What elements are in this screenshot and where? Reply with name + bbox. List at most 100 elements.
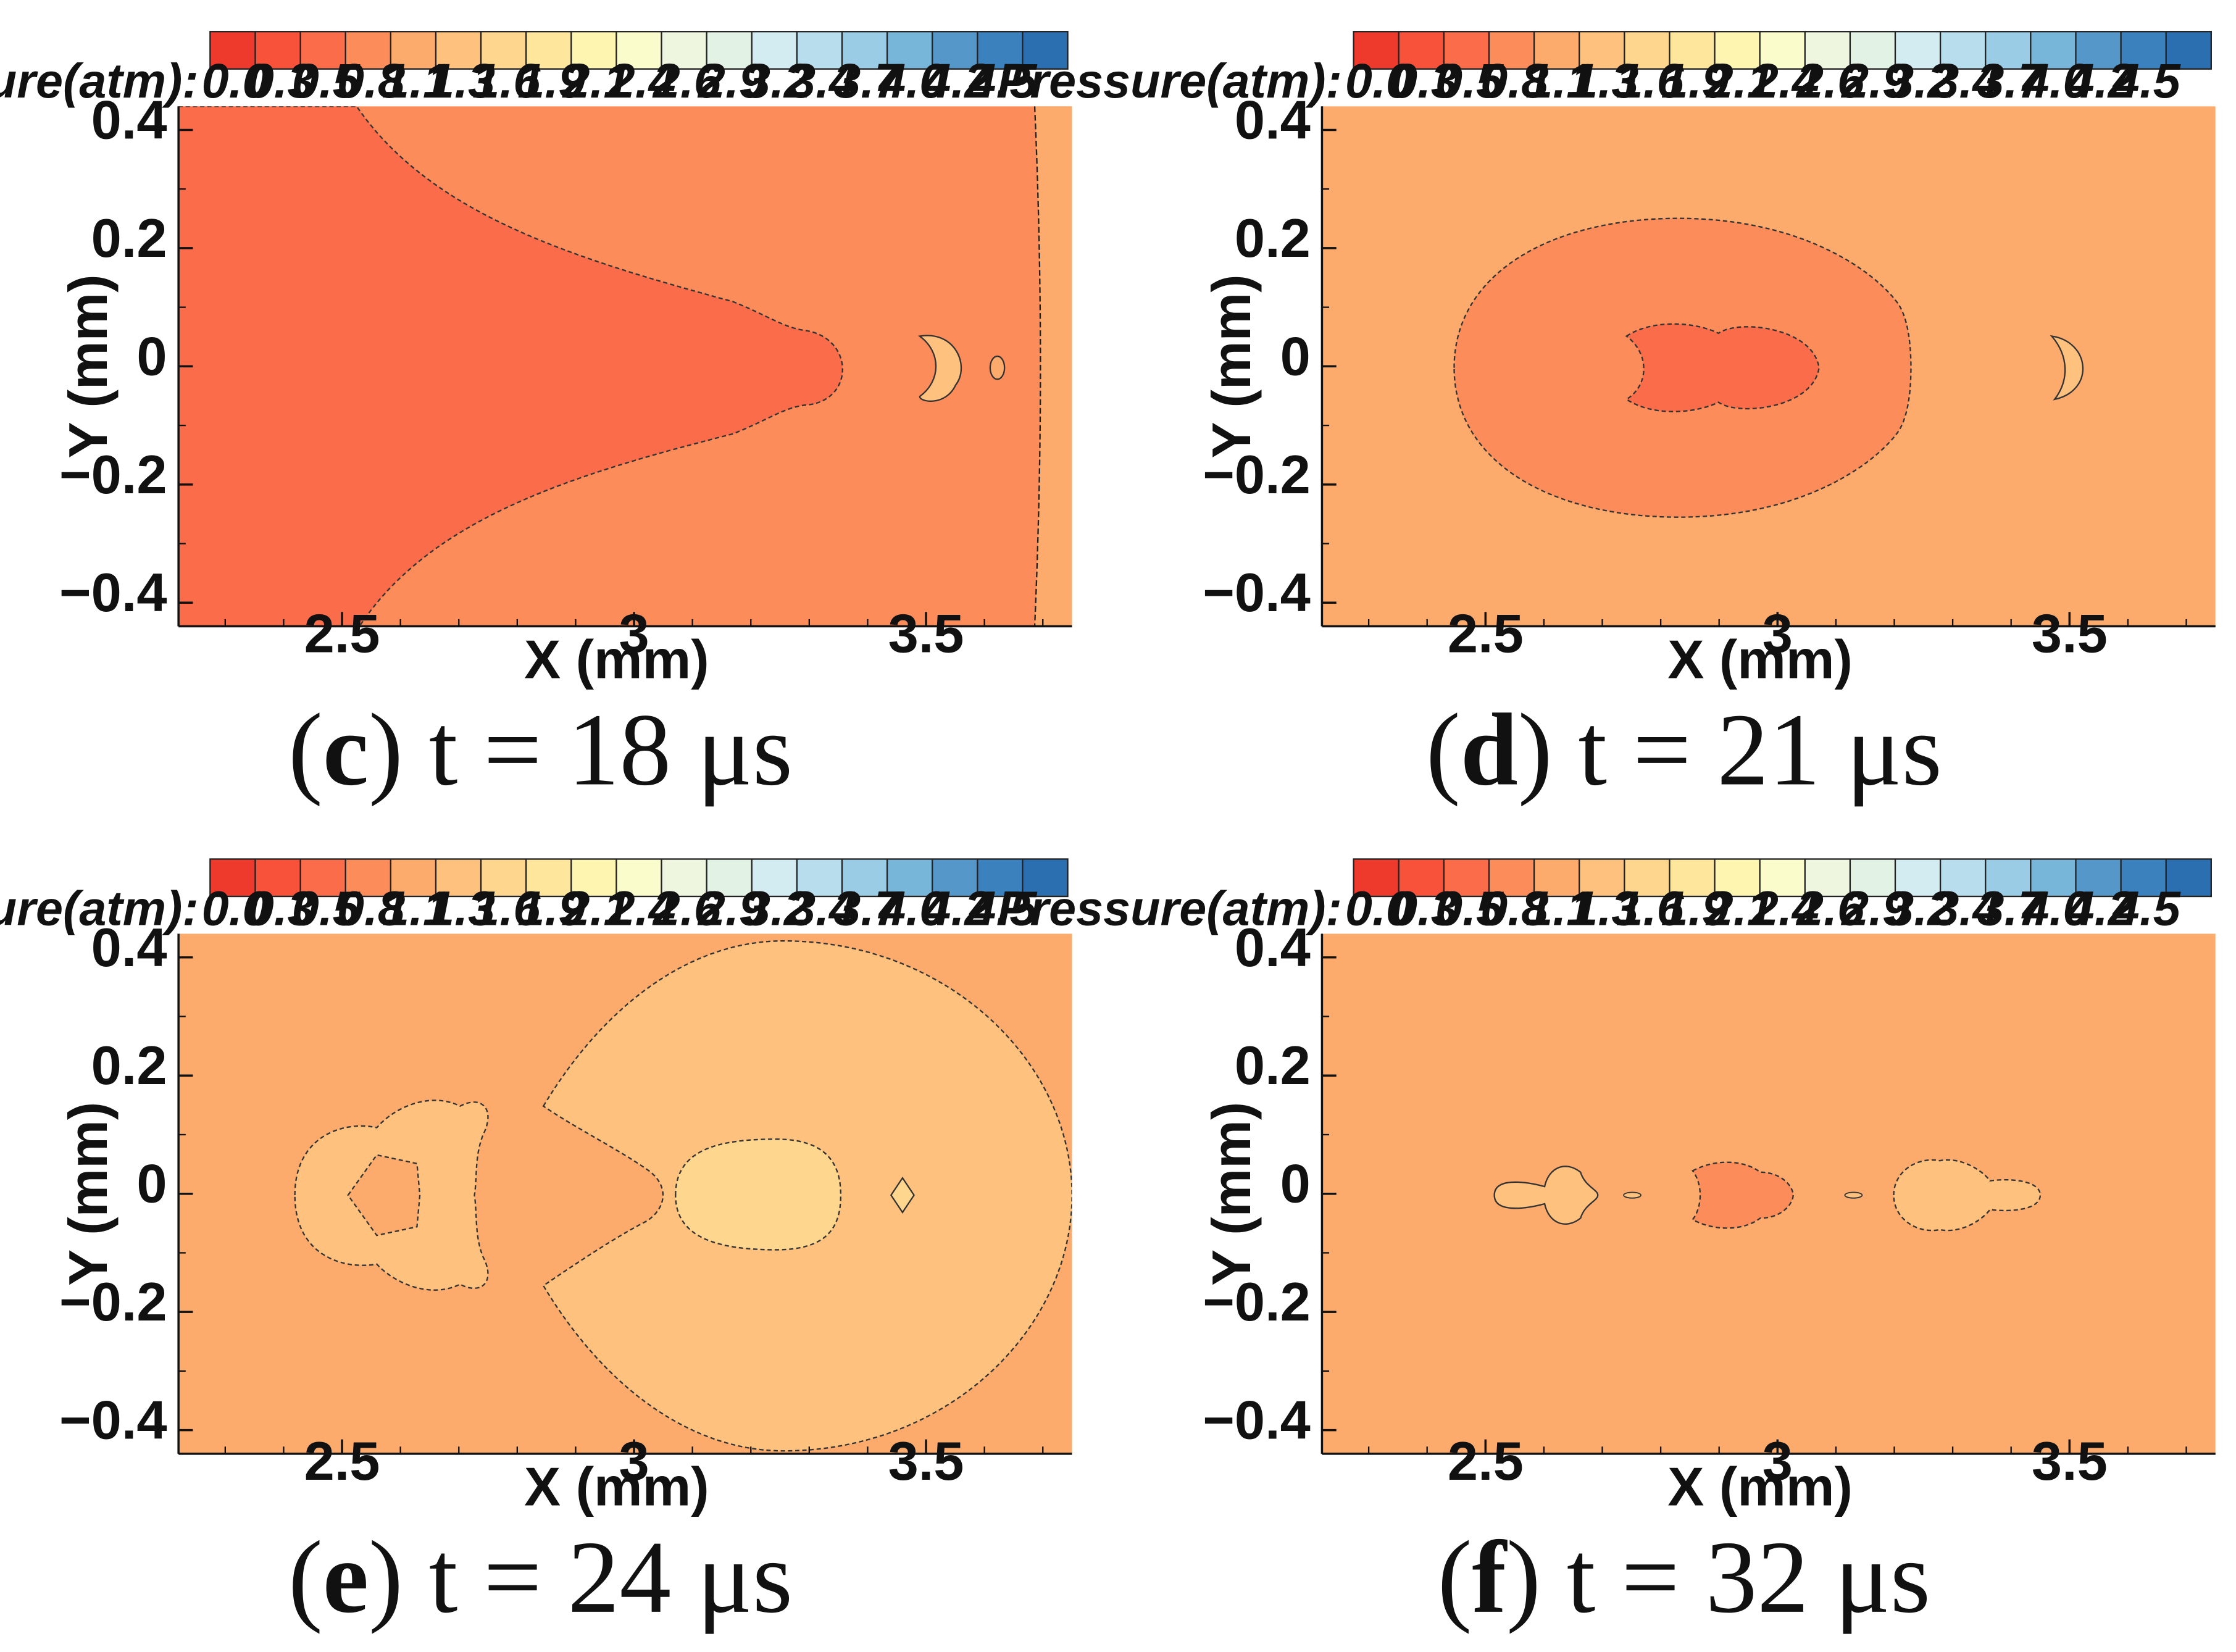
panel-caption: (d) t = 21 μs xyxy=(1426,693,1942,807)
colorbar-tick-label: 3.2 xyxy=(743,53,811,108)
colorbar-tick-label: 4.5 xyxy=(2111,53,2181,108)
panel-caption: (c) t = 18 μs xyxy=(288,693,793,807)
y-tick-label: −0.4 xyxy=(1203,1390,1311,1451)
colorbar-swatch xyxy=(345,859,391,897)
colorbar-tick-label: 0.5 xyxy=(292,53,361,108)
heatmap-field xyxy=(178,106,1072,627)
colorbar-swatch xyxy=(796,31,843,69)
shock-front xyxy=(1033,106,1041,627)
colorbar-tick-label: 1.3 xyxy=(427,53,495,108)
colorbar-tick-label: 4.5 xyxy=(968,881,1038,936)
colorbar-swatch xyxy=(977,31,1024,69)
y-tick-label: 0.4 xyxy=(1235,89,1311,150)
colorbar-tick-label: 3.2 xyxy=(743,881,811,936)
colorbar-swatch xyxy=(1985,859,2032,897)
colorbar: 0.00.30.50.81.11.31.61.92.12.42.62.93.23… xyxy=(1345,31,2212,108)
colorbar-tick-label: 0.5 xyxy=(292,881,361,936)
colorbar-swatch xyxy=(1850,31,1896,69)
colorbar-tick-label: 2.1 xyxy=(562,881,631,936)
colorbar-swatch xyxy=(526,31,572,69)
colorbar-tick-label: 4.5 xyxy=(968,53,1038,108)
colorbar-swatch xyxy=(661,859,707,897)
colorbar-swatch xyxy=(661,31,707,69)
colorbar-tick-label: 4.0 xyxy=(877,881,946,936)
colorbar-tick-label: 2.1 xyxy=(562,53,631,108)
x-tick-label: 2.5 xyxy=(1448,603,1524,664)
colorbar-tick-label: 0.5 xyxy=(1435,881,1504,936)
x-tick-label: 2.5 xyxy=(1448,1430,1524,1491)
colorbar-tick-label: 1.6 xyxy=(472,53,541,108)
bubble-fragment xyxy=(1493,1166,1599,1225)
colorbar-tick-label: 0.0 xyxy=(1345,881,1413,936)
small-fragment xyxy=(989,355,1006,380)
y-axis-label: Y (mm) xyxy=(57,274,119,458)
colorbar-swatch xyxy=(616,31,662,69)
colorbar-tick-label: 0.8 xyxy=(1480,53,1548,108)
y-tick-label: 0.2 xyxy=(1235,1035,1311,1096)
colorbar-tick-label: 2.9 xyxy=(697,53,766,108)
bubble-fragment xyxy=(1893,1159,2042,1232)
colorbar-swatch xyxy=(1759,859,1806,897)
colorbar-tick-label: 0.8 xyxy=(337,881,405,936)
axes: 2.5 3 3.5 0.4 0.2 0 −0.2 −0.4 X (mm) Y (mm) xyxy=(1201,917,2216,1517)
colorbar-frame xyxy=(1353,858,2212,898)
colorbar: 0.00.30.50.81.11.31.61.92.12.42.62.93.23… xyxy=(202,31,1069,108)
x-tick-label: 3.5 xyxy=(2032,603,2108,664)
y-axis-label: Y (mm) xyxy=(57,1102,119,1286)
colorbar-tick-label: 0.3 xyxy=(247,881,315,936)
colorbar-swatch xyxy=(932,859,978,897)
heatmap-field xyxy=(1322,933,2216,1454)
colorbar-frame xyxy=(209,858,1069,898)
y-axis-label: Y (mm) xyxy=(1201,274,1262,458)
colorbar-frame xyxy=(209,31,1069,70)
colorbar-label: Pressure(atm): xyxy=(0,53,199,108)
x-axis-label: X (mm) xyxy=(1667,1456,1853,1517)
colorbar-swatch xyxy=(210,31,256,69)
axes: 2.5 3 3.5 0.4 0.2 0 −0.2 −0.4 X (mm) Y (mm) xyxy=(57,89,1072,690)
colorbar-swatch xyxy=(390,31,436,69)
y-tick-label: −0.4 xyxy=(59,1390,167,1451)
y-tick-label: −0.2 xyxy=(59,1271,167,1332)
x-tick-label: 3 xyxy=(619,603,649,664)
colorbar-swatch xyxy=(1353,859,1400,897)
colorbar-swatch xyxy=(481,859,527,897)
colorbar-swatch xyxy=(571,31,617,69)
colorbar-tick-label: 1.6 xyxy=(472,881,541,936)
colorbar-tick-label: 4.0 xyxy=(2021,881,2090,936)
colorbar-tick-label: 4.0 xyxy=(877,53,946,108)
colorbar-tick-label: 2.6 xyxy=(652,53,722,108)
colorbar-swatch xyxy=(751,859,798,897)
colorbar-swatch xyxy=(345,31,391,69)
colorbar-tick-label: 3.2 xyxy=(1887,881,1954,936)
colorbar-tick-label: 2.6 xyxy=(652,881,722,936)
colorbar-tick-label: 3.7 xyxy=(833,53,904,108)
colorbar-swatch xyxy=(1895,31,1941,69)
colorbar-swatch xyxy=(1669,859,1716,897)
colorbar-swatch xyxy=(435,859,482,897)
axes: 2.5 3 3.5 0.4 0.2 0 −0.2 −0.4 X (mm) Y (mm) xyxy=(1201,89,2216,690)
x-tick-label: 3.5 xyxy=(2032,1430,2108,1491)
colorbar-tick-label: 3.7 xyxy=(1977,881,2047,936)
colorbar-tick-label: 1.3 xyxy=(1571,881,1638,936)
colorbar-swatch xyxy=(1624,859,1671,897)
x-tick-label: 3 xyxy=(1763,603,1793,664)
y-tick-label: 0.2 xyxy=(1235,207,1311,269)
colorbar-swatch xyxy=(887,859,933,897)
colorbar-swatch xyxy=(841,31,888,69)
panel-e: 0.00.30.50.81.11.31.61.92.12.42.62.93.23… xyxy=(0,858,1072,1635)
colorbar-swatch xyxy=(481,31,527,69)
colorbar-tick-label: 0.3 xyxy=(247,53,315,108)
colorbar-swatch xyxy=(2030,859,2077,897)
colorbar-swatch xyxy=(977,859,1024,897)
colorbar-tick-label: 0.8 xyxy=(337,53,405,108)
colorbar-tick-label: 2.4 xyxy=(1750,881,1819,936)
colorbar-swatch xyxy=(2121,31,2167,69)
colorbar-swatch xyxy=(1398,859,1445,897)
colorbar-swatch xyxy=(1624,31,1671,69)
colorbar-swatch xyxy=(1714,859,1761,897)
colorbar-tick-label: 0.0 xyxy=(202,53,270,108)
colorbar-swatch xyxy=(1850,859,1896,897)
small-fragment xyxy=(1623,1191,1642,1199)
colorbar-swatch xyxy=(255,859,301,897)
colorbar-tick-label: 2.9 xyxy=(1840,53,1909,108)
